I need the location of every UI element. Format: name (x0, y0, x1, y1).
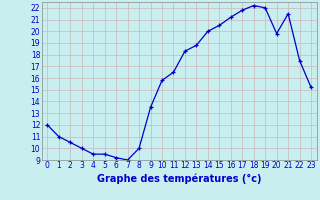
X-axis label: Graphe des températures (°c): Graphe des températures (°c) (97, 173, 261, 184)
